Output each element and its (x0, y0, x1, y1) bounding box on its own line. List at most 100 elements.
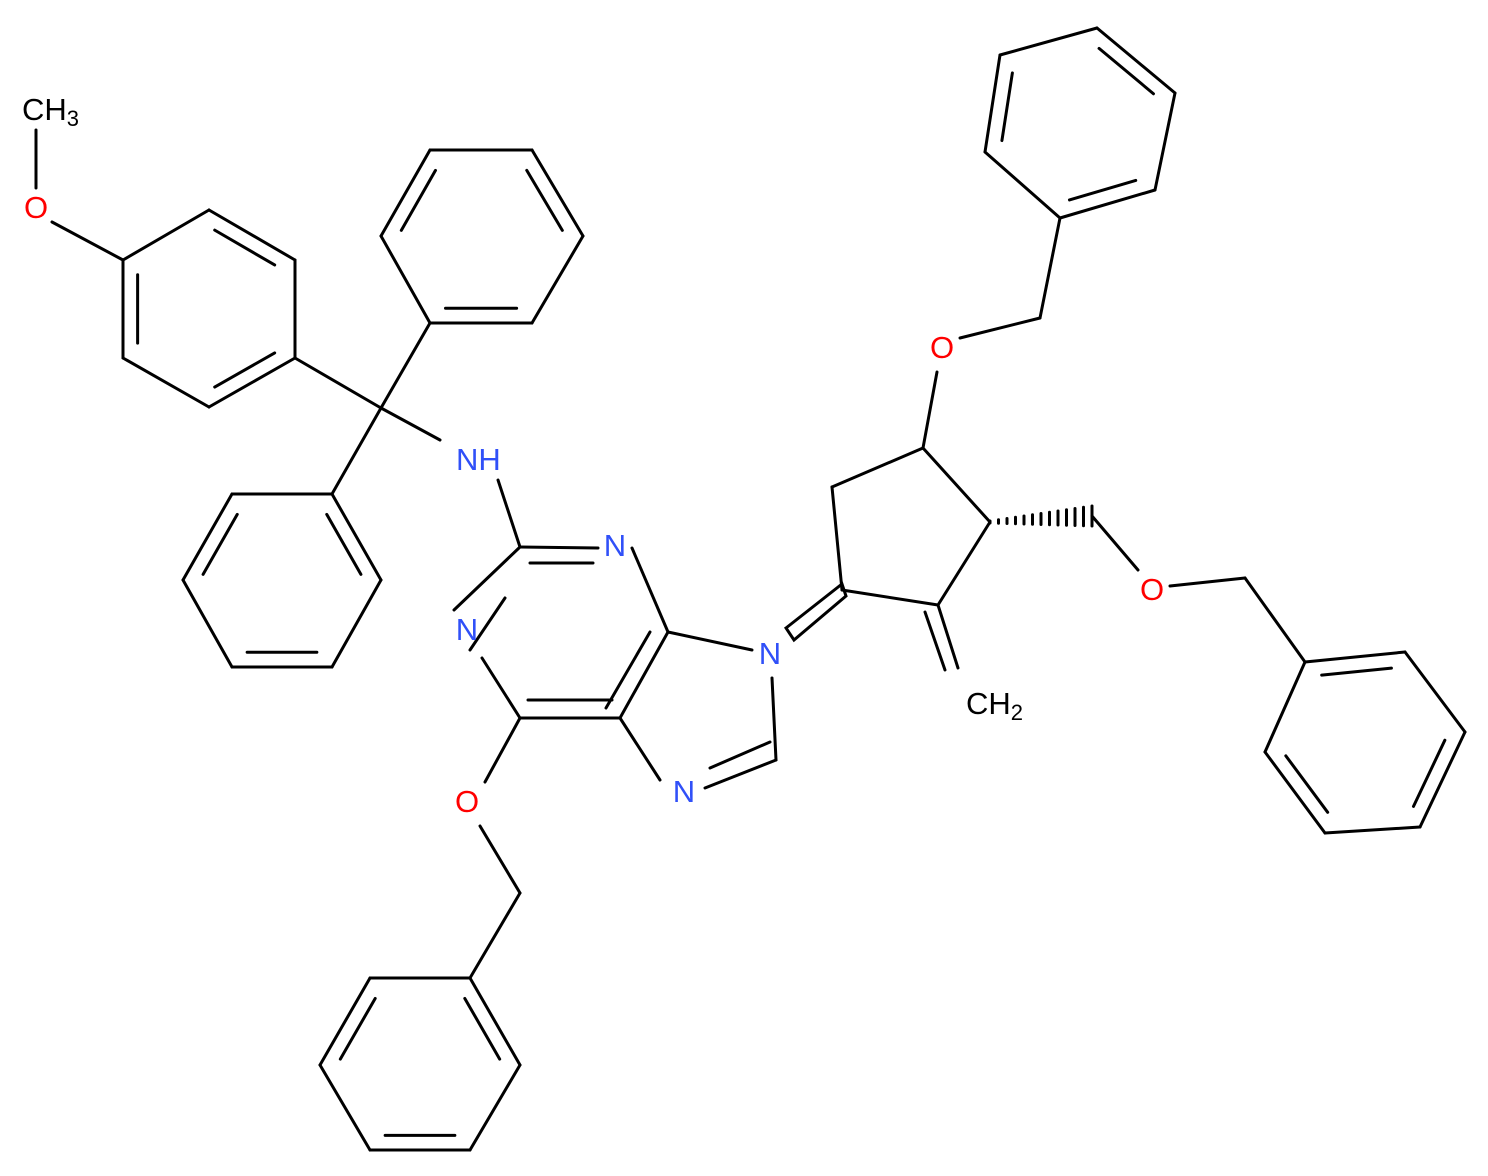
bond (483, 716, 522, 784)
bond (1263, 750, 1327, 835)
atom-label: CH3 (22, 92, 79, 131)
bond (666, 630, 754, 652)
atom-label: NH (456, 442, 501, 477)
bond (618, 716, 662, 782)
atom-symbol: N (456, 612, 478, 647)
bond (213, 351, 277, 389)
bond (330, 578, 383, 669)
bond (1090, 514, 1140, 572)
bond (399, 168, 437, 232)
bond (1000, 71, 1014, 143)
bond (983, 53, 1002, 154)
bond (201, 512, 239, 576)
atom-label: O (24, 190, 48, 225)
atom-label: O (930, 330, 954, 365)
bond (207, 208, 297, 262)
bond (936, 520, 992, 607)
bond (379, 234, 432, 325)
bond (468, 891, 522, 980)
bond (630, 546, 670, 634)
bond (1097, 46, 1155, 96)
atom-symbol: CH (22, 92, 67, 127)
bond (530, 234, 585, 325)
bond (1243, 576, 1307, 664)
bond (708, 740, 772, 770)
bond (1320, 666, 1393, 677)
bond (121, 208, 211, 262)
bond (604, 630, 652, 710)
atom-symbol: N (759, 636, 781, 671)
bond (983, 150, 1062, 220)
bond (1418, 730, 1467, 829)
bond (379, 321, 432, 410)
bond (452, 545, 522, 612)
bond (830, 446, 925, 489)
atom-subscript: 3 (67, 106, 79, 131)
bond (1263, 660, 1307, 754)
bond (1168, 576, 1247, 588)
bond (468, 596, 507, 652)
bond (998, 26, 1099, 57)
bond (618, 630, 670, 720)
atom-symbol: N (604, 528, 626, 563)
bond (468, 976, 522, 1067)
bond (213, 228, 277, 267)
bond (1058, 188, 1157, 220)
bond (525, 168, 564, 232)
bond (958, 316, 1042, 340)
bond (1067, 178, 1138, 202)
bond (293, 356, 383, 410)
bond (1153, 91, 1177, 192)
bond (518, 545, 600, 550)
bond (1038, 216, 1062, 320)
bond (703, 758, 778, 790)
bond (1403, 650, 1467, 734)
bond (478, 824, 522, 895)
atom-label: N (673, 774, 695, 809)
atom-symbol: O (930, 330, 954, 365)
bond (379, 148, 432, 238)
bond (318, 1063, 372, 1152)
atom-symbol: O (24, 190, 48, 225)
bond (921, 370, 939, 450)
bond (1303, 650, 1407, 664)
bond (338, 996, 377, 1061)
bond (330, 406, 383, 496)
bond (923, 610, 947, 672)
bond (463, 996, 502, 1061)
bond (181, 492, 234, 582)
bond (207, 356, 297, 409)
bond (830, 485, 844, 592)
bond (840, 588, 940, 607)
bond (50, 220, 125, 262)
bond (468, 1063, 522, 1152)
atom-label: CH2 (966, 686, 1023, 725)
atom-subscript: 2 (1011, 700, 1023, 725)
bond (181, 578, 234, 669)
atom-label: O (455, 784, 479, 819)
atom-symbol: O (455, 784, 479, 819)
atom-label: O (1140, 572, 1164, 607)
atom-label: N (604, 528, 626, 563)
bond (1284, 754, 1330, 814)
atom-label: N (456, 612, 478, 647)
bond (325, 512, 363, 576)
atom-symbol: NH (456, 442, 501, 477)
bond (121, 356, 211, 409)
atom-symbol: N (673, 774, 695, 809)
bond (530, 148, 585, 238)
bond (1323, 825, 1422, 835)
bond (1411, 738, 1447, 808)
bond (936, 603, 960, 670)
bond (770, 676, 778, 762)
bond (496, 478, 522, 549)
atom-symbol: CH (966, 686, 1011, 721)
bond (379, 406, 442, 442)
bond (480, 656, 522, 720)
atom-label: N (759, 636, 781, 671)
bond (318, 976, 372, 1067)
bond (330, 492, 383, 582)
bond (921, 446, 992, 524)
atom-symbol: O (1140, 572, 1164, 607)
